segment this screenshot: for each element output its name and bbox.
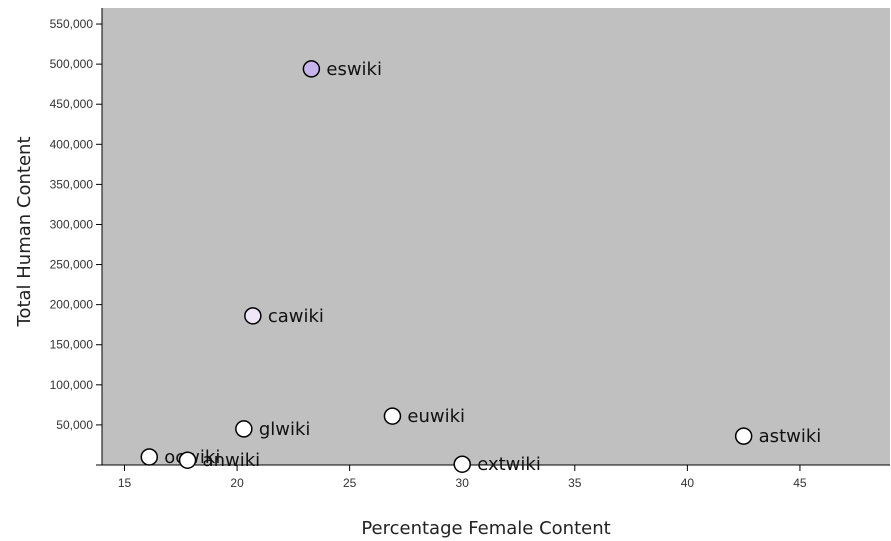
point-marker — [302, 60, 321, 78]
x-tick-label: 15 — [118, 476, 132, 490]
data-points: eswikicawikieuwikiglwikiastwikiocwikianw… — [140, 59, 822, 475]
y-tick-label: 300,000 — [50, 217, 94, 231]
data-point: glwiki — [235, 419, 311, 440]
data-point: euwiki — [383, 406, 465, 427]
data-point: anwiki — [178, 450, 261, 471]
x-axis-title: Percentage Female Content — [361, 518, 610, 539]
point-label: eswiki — [326, 59, 382, 80]
y-tick-label: 100,000 — [50, 378, 94, 392]
x-tick-label: 35 — [568, 476, 582, 490]
x-axis: 15 20 25 30 35 40 45 — [96, 464, 890, 490]
point-marker — [178, 451, 197, 469]
y-tick-label: 550,000 — [50, 17, 94, 31]
x-tick-label: 20 — [230, 476, 244, 490]
data-point: extwiki — [453, 454, 541, 475]
point-marker — [734, 427, 753, 445]
x-tick-label: 30 — [456, 476, 470, 490]
data-point: cawiki — [244, 306, 324, 327]
y-tick-label: 200,000 — [50, 298, 94, 312]
y-tick-label: 50,000 — [56, 418, 93, 432]
y-axis: 50,000 100,000 150,000 200,000 250,000 300,00… — [50, 8, 103, 465]
point-marker — [244, 307, 262, 325]
y-axis-title: Total Human Content — [14, 137, 35, 328]
point-label: extwiki — [477, 454, 541, 475]
y-tick-label: 450,000 — [50, 97, 94, 111]
point-label: euwiki — [407, 406, 465, 427]
data-point: astwiki — [734, 426, 822, 447]
point-marker — [453, 455, 471, 473]
y-tick-label: 400,000 — [50, 137, 94, 151]
point-marker — [383, 407, 402, 425]
x-tick-label: 25 — [343, 476, 357, 490]
y-tick-label: 150,000 — [50, 338, 94, 352]
point-label: astwiki — [759, 426, 822, 447]
point-marker — [140, 448, 159, 466]
y-tick-label: 500,000 — [50, 57, 94, 71]
y-tick-label: 350,000 — [50, 177, 94, 191]
point-label: glwiki — [259, 419, 311, 440]
data-point: eswiki — [302, 59, 382, 80]
point-label: anwiki — [203, 450, 261, 471]
y-tick-label: 250,000 — [50, 258, 94, 272]
x-tick-label: 45 — [793, 476, 807, 490]
point-marker — [235, 420, 253, 438]
point-label: cawiki — [268, 306, 324, 327]
plot-background — [102, 8, 890, 465]
x-tick-label: 40 — [681, 476, 695, 490]
